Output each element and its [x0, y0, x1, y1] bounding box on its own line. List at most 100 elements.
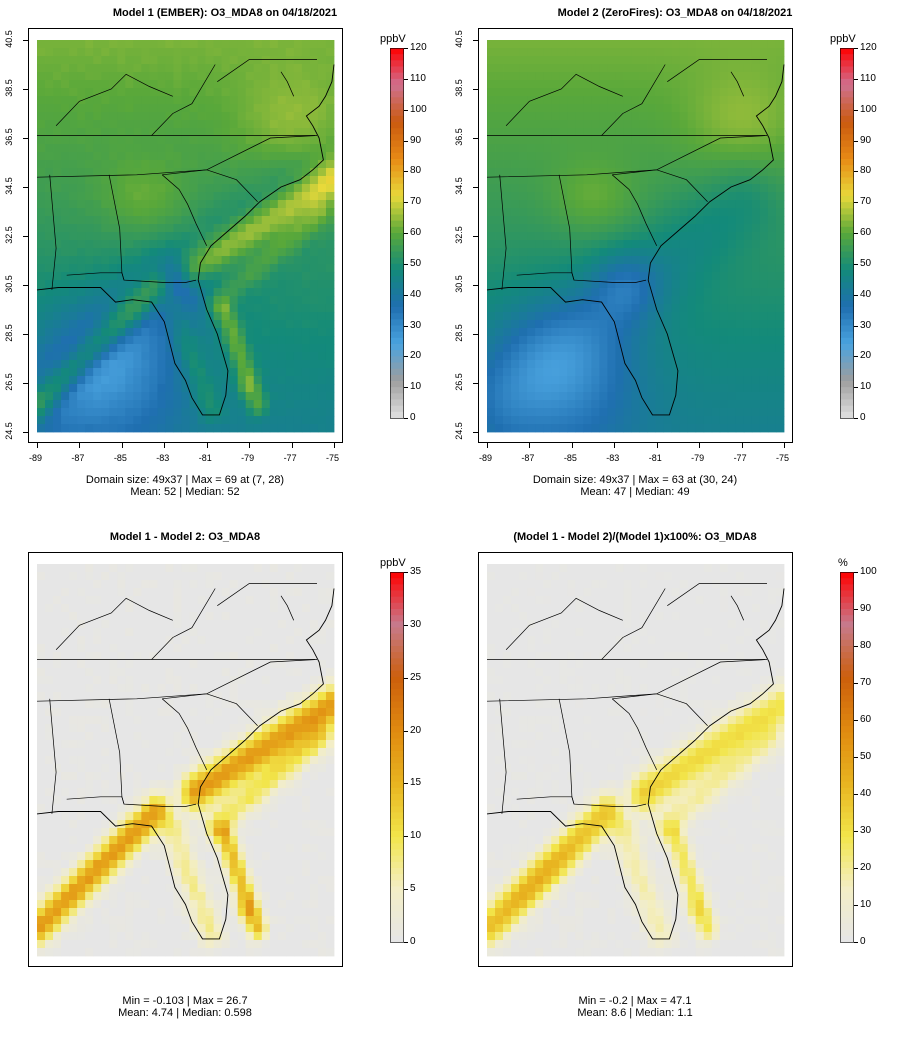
- colorbar-tick-label: 30: [410, 618, 422, 630]
- y-tick-mark: [23, 89, 28, 90]
- colorbar-tick-label: 50: [860, 751, 872, 762]
- x-tick-mark: [164, 443, 166, 448]
- x-tick-label: -83: [156, 453, 170, 463]
- y-tick-label: 40.5: [4, 30, 14, 48]
- state-border: [505, 597, 623, 651]
- x-tick-mark: [79, 443, 81, 448]
- y-tick-label: 30.5: [4, 275, 14, 293]
- colorbar-tick-label: 20: [860, 350, 872, 362]
- colorbar-tick-label: 110: [860, 72, 876, 84]
- y-tick-mark: [473, 138, 478, 139]
- y-tick-mark: [23, 285, 28, 286]
- panel-title: (Model 1 - Model 2)/(Model 1)x100%: O3_M…: [513, 531, 757, 543]
- state-border: [66, 796, 197, 807]
- x-tick-label: -87: [71, 453, 85, 463]
- x-tick-mark: [291, 443, 293, 448]
- state-border: [612, 693, 708, 726]
- state-border: [499, 174, 507, 290]
- state-border: [280, 595, 295, 621]
- y-tick-mark: [23, 236, 28, 237]
- panel-model2: Model 2 (ZeroFires): O3_MDA8 on 04/18/20…: [450, 0, 900, 510]
- colorbar-tick-mark: [854, 683, 858, 684]
- x-tick-mark: [37, 443, 38, 448]
- state-border: [161, 698, 208, 770]
- y-axis: 40.5 38.5 36.5 34.5 32.5 30.5 28.5 26.5 24.5: [450, 28, 478, 443]
- y-tick-mark: [23, 138, 28, 139]
- x-tick-mark: [699, 443, 701, 448]
- coastline: [486, 588, 785, 940]
- x-tick-label: -85: [563, 453, 577, 463]
- state-border: [730, 595, 745, 621]
- state-border: [49, 698, 57, 814]
- colorbar-unit: %: [838, 557, 848, 569]
- stats-line-2: Mean: 47 | Median: 49: [580, 486, 690, 498]
- stats-line-2: Mean: 8.6 | Median: 1.1: [577, 1007, 693, 1019]
- colorbar-tick-mark: [854, 757, 858, 758]
- colorbar-tick-mark: [404, 836, 408, 838]
- colorbar-tick-label: 120: [860, 42, 877, 53]
- y-tick-mark: [23, 334, 28, 335]
- x-tick-mark: [121, 443, 123, 448]
- colorbar-tick-label: 30: [410, 319, 422, 331]
- map-canvas: [479, 553, 792, 966]
- x-tick-mark: [487, 443, 488, 448]
- y-tick-label: 40.5: [454, 30, 464, 48]
- x-tick-label: -79: [241, 453, 255, 463]
- state-border: [612, 169, 708, 202]
- colorbar: ppbV 120 110 100 90 80 70 60 50 40 30 20 10 0: [380, 33, 450, 436]
- colorbar-tick-label: 40: [860, 288, 872, 300]
- map-canvas: [29, 553, 342, 966]
- state-border: [162, 169, 258, 202]
- y-tick-label: 34.5: [4, 177, 14, 195]
- colorbar-tick-label: 50: [860, 257, 872, 269]
- stats-line-2: Mean: 4.74 | Median: 0.598: [118, 1007, 252, 1019]
- colorbar-tick-label: 70: [860, 677, 872, 688]
- colorbar-tick-label: 35: [410, 566, 422, 577]
- y-tick-mark: [473, 432, 478, 433]
- colorbar-tick-mark: [404, 572, 408, 573]
- colorbar-tick-mark: [854, 171, 858, 173]
- y-tick-label: 24.5: [454, 422, 464, 440]
- x-tick-label: -87: [521, 453, 535, 463]
- x-tick-label: -85: [113, 453, 127, 463]
- colorbar-tick-mark: [854, 646, 858, 647]
- x-tick-label: -89: [479, 453, 493, 463]
- concentration-grid: [37, 40, 335, 433]
- colorbar-tick-label: 30: [860, 825, 872, 836]
- x-tick-label: -83: [606, 453, 620, 463]
- colorbar-tick-label: 20: [410, 350, 422, 362]
- colorbar-tick-label: 100: [410, 103, 427, 115]
- state-border: [667, 583, 767, 606]
- y-tick-label: 26.5: [454, 373, 464, 391]
- state-border: [162, 693, 258, 726]
- colorbar-tick-mark: [854, 356, 858, 358]
- colorbar-tick-mark: [404, 78, 408, 80]
- colorbar-tick-mark: [854, 387, 858, 389]
- colorbar-tick-mark: [854, 294, 858, 296]
- stats-line-1: Domain size: 49x37 | Max = 63 at (30, 24…: [532, 474, 738, 486]
- colorbar: ppbV 120 110 100 90 80 70 60 50 40 30 20 10 0: [830, 33, 900, 436]
- x-tick-label: -75: [326, 453, 340, 463]
- map-frame: [478, 552, 793, 967]
- colorbar-tick-mark: [404, 356, 408, 358]
- colorbar-tick-mark: [854, 868, 858, 869]
- y-tick-label: 38.5: [4, 79, 14, 97]
- colorbar-tick-label: 50: [410, 257, 422, 269]
- map-frame: [28, 552, 343, 967]
- y-tick-label: 36.5: [4, 128, 14, 146]
- colorbar-tick-mark: [404, 677, 408, 679]
- state-border: [730, 71, 745, 97]
- concentration-grid: [37, 564, 335, 957]
- colorbar-tick-mark: [854, 720, 858, 721]
- colorbar-tick-mark: [404, 942, 408, 943]
- colorbar-tick-mark: [854, 794, 858, 795]
- colorbar-tick-label: 25: [410, 671, 422, 683]
- state-border: [151, 588, 216, 660]
- colorbar-tick-mark: [404, 202, 408, 204]
- state-border: [66, 272, 197, 283]
- colorbar-tick-label: 60: [410, 227, 422, 238]
- state-border: [611, 698, 658, 770]
- y-tick-mark: [473, 187, 478, 188]
- colorbar-gradient: [840, 572, 854, 943]
- y-tick-label: 28.5: [4, 324, 14, 342]
